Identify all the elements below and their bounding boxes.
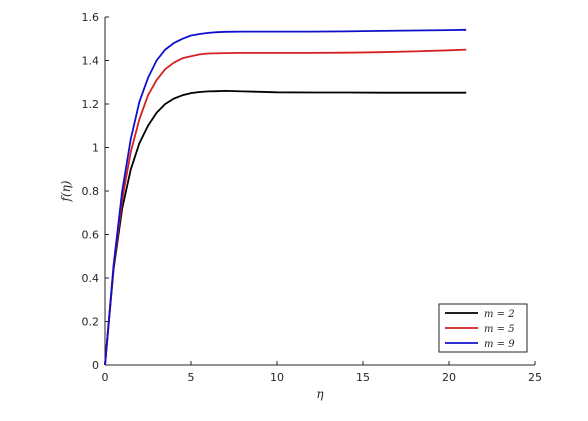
x-tick-label: 20 (442, 371, 456, 384)
y-tick-label: 1.4 (82, 55, 100, 68)
series-line-3 (104, 28, 467, 366)
legend-label-2: m = 5 (484, 324, 515, 335)
y-tick-label: 1 (92, 142, 99, 155)
x-tick-label: 15 (356, 371, 370, 384)
y-axis-label: f(η) (59, 180, 73, 202)
x-tick-label: 0 (102, 371, 109, 384)
y-tick-label: 0 (92, 359, 99, 372)
y-tick-label: 0.8 (82, 185, 100, 198)
legend-label-3: m = 9 (484, 339, 515, 350)
x-tick-label: 25 (528, 371, 542, 384)
x-tick-label: 10 (270, 371, 284, 384)
y-tick-label: 0.4 (82, 272, 100, 285)
series-lines (104, 28, 467, 366)
legend-label-1: m = 2 (484, 309, 515, 320)
chart-legend: m = 2 m = 5 m = 9 (438, 303, 528, 353)
series-line-2 (104, 48, 467, 366)
y-tick-label: 0.6 (82, 229, 100, 242)
y-tick-label: 1.2 (82, 98, 100, 111)
y-tick-label: 1.6 (82, 11, 100, 24)
y-tick-label: 0.2 (82, 316, 100, 329)
x-tick-label: 5 (188, 371, 195, 384)
axis-ticks: 0 5 10 15 20 25 0 0.2 0.4 0.6 0.8 1 1.2 1.4 1.6 (82, 11, 543, 384)
x-axis-label: η (316, 387, 324, 401)
series-line-1 (104, 90, 467, 366)
